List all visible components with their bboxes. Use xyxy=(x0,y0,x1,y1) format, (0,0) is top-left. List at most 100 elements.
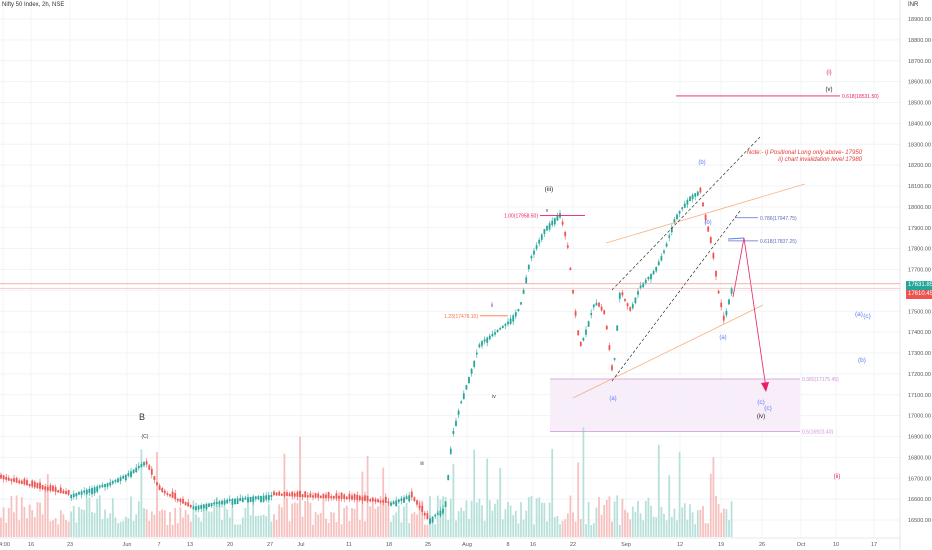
volume-bar xyxy=(36,502,39,537)
candle-body xyxy=(644,279,647,284)
x-tick-label: 19 xyxy=(718,542,724,548)
candle-body xyxy=(241,497,244,503)
y-tick-label: 18000.00 xyxy=(908,205,931,211)
candle-body xyxy=(249,496,252,502)
y-tick-label: 17700.00 xyxy=(908,268,931,274)
fib-level-label: 0.5(16923.40) xyxy=(802,430,833,436)
volume-bar xyxy=(644,500,647,537)
candle-body xyxy=(572,290,574,294)
candle-body xyxy=(265,495,268,500)
volume-bar xyxy=(465,500,468,537)
volume-bar xyxy=(5,522,8,537)
volume-bar xyxy=(364,521,366,537)
candle-body xyxy=(455,420,457,426)
candle-body xyxy=(20,480,23,484)
volume-bar xyxy=(689,504,691,537)
fib-level-label: 1.00(17958.50) xyxy=(504,214,538,220)
candle-body xyxy=(491,333,494,337)
candle-body xyxy=(179,498,182,503)
candle-body xyxy=(618,292,621,299)
volume-bar xyxy=(553,517,556,537)
volume-bar xyxy=(218,504,221,537)
candle-body xyxy=(670,227,673,233)
candle-body xyxy=(163,490,166,494)
candle-body xyxy=(377,499,379,503)
x-tick-label: Jun xyxy=(123,542,132,548)
volume-bar xyxy=(356,500,359,537)
candle-body xyxy=(28,483,31,486)
trend-lines xyxy=(0,136,900,399)
candle-body xyxy=(449,448,452,454)
candle-body xyxy=(189,504,192,508)
volume-bar xyxy=(226,509,229,537)
candle-body xyxy=(728,299,730,305)
candle-body xyxy=(613,358,616,360)
candle-body xyxy=(410,491,413,498)
x-tick-label: 25 xyxy=(425,542,431,548)
candle-body xyxy=(460,401,463,404)
volume-bar xyxy=(278,504,281,537)
volume-bar xyxy=(213,503,216,537)
volume-bar xyxy=(158,511,161,537)
volume-bar xyxy=(488,500,491,537)
candle-body xyxy=(621,292,624,296)
volume-bar xyxy=(720,512,723,537)
candle-body xyxy=(366,495,369,502)
grid xyxy=(0,0,900,538)
candle-body xyxy=(10,478,13,482)
candle-body xyxy=(153,476,156,480)
candle-body xyxy=(382,500,385,503)
volume-bar xyxy=(98,495,101,537)
candle-body xyxy=(608,345,611,350)
x-tick-label: 16 xyxy=(530,542,536,548)
volume-bar xyxy=(15,495,18,537)
volume-bar xyxy=(327,522,330,537)
volume-bar xyxy=(694,524,697,537)
candle-body xyxy=(686,200,689,205)
volume-bar xyxy=(452,463,455,537)
candle-body xyxy=(2,475,5,480)
currency-label: INR xyxy=(908,2,919,8)
volume-bar xyxy=(314,512,317,537)
candle-body xyxy=(717,290,720,294)
candle-body xyxy=(275,492,278,496)
candle-body xyxy=(387,501,390,504)
candle-body xyxy=(260,495,262,502)
volume-bar xyxy=(572,512,574,537)
volume-bar xyxy=(681,507,684,537)
candle-body xyxy=(208,503,210,508)
volume-bar xyxy=(605,499,608,537)
volume-bar xyxy=(642,520,645,537)
candle-body xyxy=(283,491,286,496)
candle-body xyxy=(418,505,421,509)
volume-bar xyxy=(23,506,26,537)
candle-body xyxy=(496,330,499,333)
candle-body xyxy=(117,478,119,483)
volume-bar xyxy=(722,508,725,537)
volume-bar xyxy=(457,511,460,537)
volume-bar xyxy=(712,457,715,537)
candle-body xyxy=(33,481,36,488)
close-price-tag: 17610.45 xyxy=(906,290,932,299)
candle-body xyxy=(681,207,684,210)
volume-bar xyxy=(257,515,260,537)
candle-body xyxy=(585,329,587,335)
candle-body xyxy=(525,277,528,284)
volume-bar xyxy=(499,467,502,537)
volume-bar xyxy=(670,516,673,537)
volume-bar xyxy=(59,510,62,537)
volume-bar xyxy=(384,503,387,537)
volume-bar xyxy=(397,505,400,537)
volume-bar xyxy=(702,506,704,537)
candle-body xyxy=(104,483,106,488)
volume-bar xyxy=(369,506,372,537)
candle-body xyxy=(629,307,632,311)
volume-bar xyxy=(725,509,728,537)
volume-bar xyxy=(215,497,218,537)
volume-bar xyxy=(585,524,587,537)
candle-body xyxy=(527,264,530,270)
volume-bar xyxy=(413,512,416,537)
